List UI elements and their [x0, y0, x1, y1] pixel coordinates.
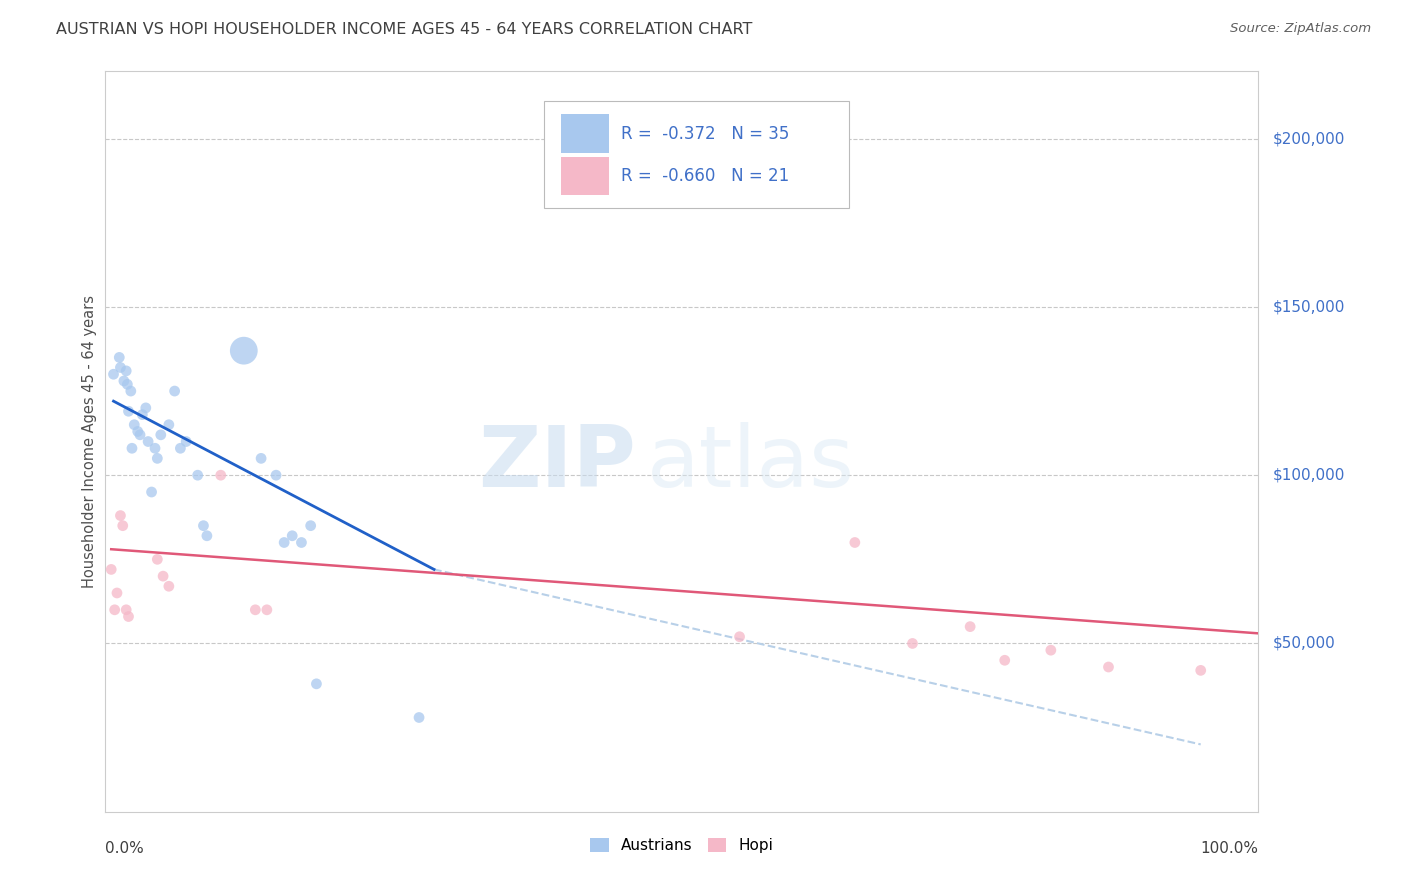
Point: [1097, 660, 1119, 674]
FancyBboxPatch shape: [561, 114, 609, 153]
Point: [728, 630, 751, 644]
Point: [169, 442, 191, 456]
Point: [187, 468, 209, 483]
Point: [281, 529, 304, 543]
Point: [305, 677, 328, 691]
Point: [115, 603, 138, 617]
Point: [135, 401, 157, 415]
Point: [100, 562, 122, 576]
Point: [163, 384, 186, 398]
Point: [959, 619, 981, 633]
Point: [290, 535, 312, 549]
Point: [273, 535, 295, 549]
Point: [103, 368, 125, 382]
Point: [143, 442, 166, 456]
Text: $50,000: $50,000: [1272, 636, 1336, 651]
Point: [264, 468, 287, 483]
Point: [146, 552, 169, 566]
Text: $100,000: $100,000: [1272, 467, 1344, 483]
Y-axis label: Householder Income Ages 45 - 64 years: Householder Income Ages 45 - 64 years: [82, 295, 97, 588]
Point: [408, 710, 430, 724]
Text: atlas: atlas: [647, 422, 855, 505]
Text: Source: ZipAtlas.com: Source: ZipAtlas.com: [1230, 22, 1371, 36]
Point: [110, 360, 132, 375]
Point: [117, 377, 139, 392]
Text: $150,000: $150,000: [1272, 300, 1344, 314]
Point: [110, 508, 132, 523]
Point: [250, 451, 273, 466]
Point: [149, 427, 172, 442]
Point: [146, 451, 169, 466]
Point: [117, 609, 139, 624]
Point: [232, 343, 254, 358]
Legend: Austrians, Hopi: Austrians, Hopi: [585, 832, 779, 860]
Text: ZIP: ZIP: [478, 422, 636, 505]
Point: [245, 603, 267, 617]
Point: [104, 603, 127, 617]
Point: [131, 408, 153, 422]
Point: [112, 374, 135, 388]
Text: AUSTRIAN VS HOPI HOUSEHOLDER INCOME AGES 45 - 64 YEARS CORRELATION CHART: AUSTRIAN VS HOPI HOUSEHOLDER INCOME AGES…: [56, 22, 752, 37]
Text: 0.0%: 0.0%: [105, 841, 145, 856]
Point: [136, 434, 159, 449]
Point: [844, 535, 866, 549]
FancyBboxPatch shape: [561, 156, 609, 195]
Point: [105, 586, 128, 600]
Point: [209, 468, 232, 483]
Point: [193, 518, 215, 533]
FancyBboxPatch shape: [544, 101, 849, 209]
Text: 100.0%: 100.0%: [1201, 841, 1258, 856]
Point: [120, 384, 142, 398]
Point: [108, 351, 131, 365]
Point: [124, 417, 146, 432]
Point: [157, 417, 180, 432]
Point: [111, 518, 134, 533]
Text: $200,000: $200,000: [1272, 131, 1344, 146]
Point: [994, 653, 1017, 667]
Point: [1189, 664, 1212, 678]
Point: [141, 485, 163, 500]
Point: [127, 425, 149, 439]
Point: [299, 518, 322, 533]
Point: [901, 636, 924, 650]
Point: [121, 442, 143, 456]
Point: [157, 579, 180, 593]
Point: [195, 529, 218, 543]
Point: [152, 569, 174, 583]
Text: R =  -0.372   N = 35: R = -0.372 N = 35: [621, 125, 789, 143]
Text: R =  -0.660   N = 21: R = -0.660 N = 21: [621, 167, 789, 185]
Point: [129, 427, 152, 442]
Point: [117, 404, 139, 418]
Point: [1039, 643, 1062, 657]
Point: [256, 603, 278, 617]
Point: [174, 434, 197, 449]
Point: [115, 364, 138, 378]
